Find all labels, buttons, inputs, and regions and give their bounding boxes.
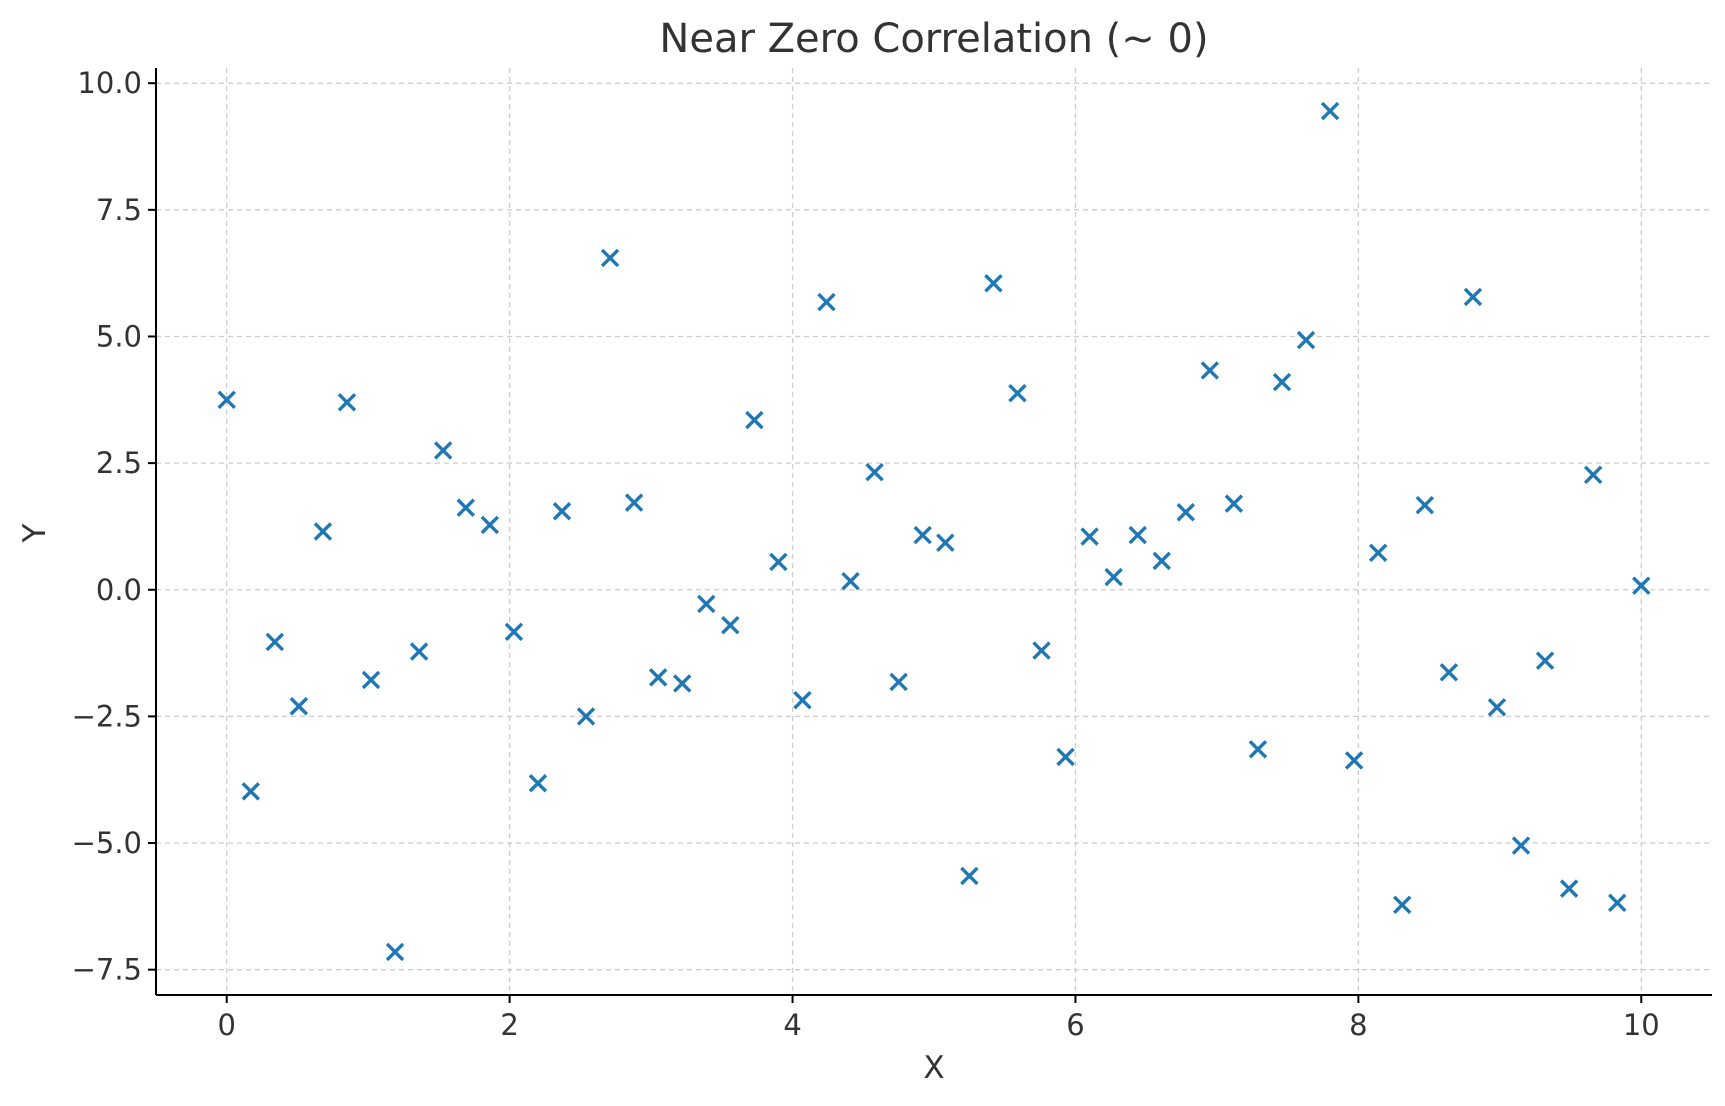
data-point [697, 594, 716, 614]
data-point [1439, 663, 1459, 682]
data-point [504, 622, 524, 642]
data-point [1583, 465, 1603, 484]
data-point [769, 552, 788, 572]
grid-layer [156, 68, 1712, 995]
data-point [1368, 543, 1388, 562]
y-tick-label: −5.0 [72, 826, 142, 860]
data-point [984, 274, 1003, 293]
y-tick-label: −2.5 [72, 699, 142, 733]
x-tick-label: 6 [1066, 1008, 1084, 1042]
data-point [1008, 384, 1027, 403]
x-tick-label: 0 [218, 1008, 236, 1042]
data-point [889, 672, 908, 692]
data-point [217, 390, 236, 409]
data-point [289, 697, 309, 716]
data-point [1559, 879, 1579, 898]
data-point [1535, 651, 1555, 670]
data-point [1056, 747, 1075, 767]
data-point [528, 774, 548, 793]
data-point [552, 502, 572, 521]
data-point [1320, 101, 1340, 121]
data-point [1608, 893, 1627, 913]
data-point [433, 441, 453, 460]
data-point [1463, 287, 1483, 307]
data-point [313, 522, 333, 541]
x-tick-label: 2 [500, 1008, 518, 1042]
data-point [1032, 641, 1051, 660]
chart-title: Near Zero Correlation (~ 0) [659, 16, 1208, 62]
x-tick-label: 10 [1623, 1008, 1660, 1042]
y-tick-label: 2.5 [96, 446, 142, 480]
data-point [1296, 330, 1316, 350]
data-point [1128, 525, 1147, 545]
x-axis-label: X [923, 1050, 944, 1086]
data-point [793, 690, 812, 710]
data-point [1344, 751, 1364, 770]
data-point [1176, 503, 1195, 522]
data-point [1200, 361, 1220, 380]
y-tick-label: 5.0 [96, 319, 142, 353]
data-point [1224, 494, 1244, 513]
ticks-layer: 0 2 4 6 8 10 10.0 7.5 5.0 2.5 0.0 −2.5 −5.0 −7.5 [72, 66, 1660, 1042]
y-tick-label: 0.0 [96, 573, 142, 607]
y-tick-label: 10.0 [77, 66, 142, 100]
data-point [648, 668, 668, 687]
x-tick-label: 4 [783, 1008, 801, 1042]
data-point [1104, 567, 1123, 587]
data-point [745, 410, 764, 430]
data-point [841, 571, 860, 591]
data-point [1152, 551, 1171, 571]
y-axis-label: Y [17, 523, 53, 543]
data-point [480, 515, 500, 535]
data-point [265, 632, 285, 652]
data-point [1248, 740, 1268, 759]
data-point [456, 498, 475, 517]
data-point [624, 493, 644, 512]
data-point [865, 463, 884, 482]
data-point [385, 942, 405, 962]
data-point [361, 670, 381, 690]
y-tick-label: −7.5 [72, 953, 142, 987]
data-point [673, 674, 692, 693]
data-point [936, 533, 955, 552]
data-point [1487, 698, 1507, 717]
data-point [409, 642, 429, 661]
data-point [576, 707, 596, 726]
data-point [960, 866, 979, 886]
x-tick-label: 8 [1349, 1008, 1367, 1042]
data-point [817, 292, 836, 312]
data-point [1415, 495, 1435, 515]
data-point [241, 782, 260, 801]
data-point [913, 525, 932, 545]
points-layer [217, 101, 1651, 962]
data-point [337, 393, 357, 412]
data-point [721, 616, 740, 635]
data-point [1080, 527, 1099, 546]
data-point [1272, 372, 1292, 392]
data-point [600, 248, 620, 268]
axes-layer [155, 68, 1712, 996]
data-point [1632, 576, 1651, 595]
data-point [1393, 895, 1412, 915]
y-tick-label: 7.5 [96, 193, 142, 227]
data-point [1511, 836, 1531, 855]
